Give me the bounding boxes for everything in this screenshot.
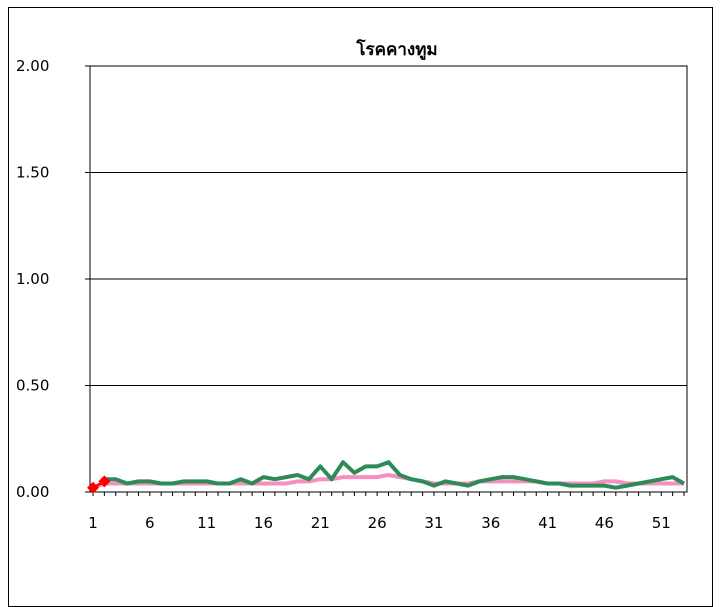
y-tick-label: 0.00 — [16, 483, 49, 501]
chart-title: โรคคางทูม — [355, 39, 437, 61]
x-tick-label: 31 — [424, 514, 443, 532]
x-tick-label: 51 — [652, 514, 671, 532]
x-tick-label: 1 — [88, 514, 98, 532]
x-tick-label: 16 — [254, 514, 273, 532]
chart-frame — [8, 7, 713, 607]
series-line-1 — [92, 473, 684, 490]
data-point — [98, 475, 111, 488]
y-tick-label: 0.50 — [16, 377, 49, 395]
line-chart: โรคคางทูม 0.000.501.001.502.00 1 6 11 16 21 2… — [16, 39, 688, 532]
series-line-2 — [104, 460, 685, 490]
x-tick-label: 46 — [595, 514, 614, 532]
y-tick-label: 2.00 — [16, 57, 49, 75]
y-axis-ticks: 0.00 0.50 1.00 1.50 2.00 — [16, 57, 90, 501]
data-point — [87, 481, 99, 494]
y-tick-label: 1.50 — [16, 164, 49, 182]
x-axis-ticks: 1 6 11 16 21 26 31 36 41 46 51 — [88, 492, 685, 532]
x-tick-label: 26 — [368, 514, 387, 532]
x-tick-label: 6 — [145, 514, 155, 532]
x-tick-label: 41 — [538, 514, 557, 532]
y-tick-label: 1.00 — [16, 270, 49, 288]
series-group — [87, 460, 685, 494]
x-tick-label: 21 — [311, 514, 330, 532]
x-tick-label: 11 — [197, 514, 216, 532]
gridlines — [90, 172, 687, 386]
x-tick-label: 36 — [481, 514, 500, 532]
